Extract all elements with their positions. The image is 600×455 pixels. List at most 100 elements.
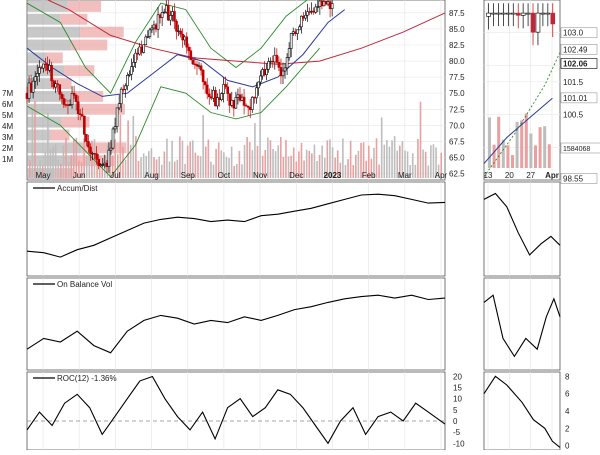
price-callout-label: 102.49 <box>563 45 588 54</box>
candle-body <box>68 104 72 106</box>
volume-bar <box>243 144 246 178</box>
inset-candle-body <box>520 12 526 16</box>
candle-body <box>105 162 109 167</box>
candle-body <box>58 84 62 95</box>
volume-bar <box>150 148 153 178</box>
volume-tick-label: 6M <box>2 100 13 109</box>
volume-bar <box>417 138 419 178</box>
volume-bar <box>435 147 437 178</box>
volume-bar <box>432 144 435 178</box>
candle-body <box>113 126 117 130</box>
candle-body <box>291 31 295 34</box>
volume-by-price-bar-red <box>61 116 90 128</box>
volume-by-price-bar-red <box>68 91 104 102</box>
candle-body <box>132 62 135 67</box>
price-tick-label: 72.5 <box>449 105 465 114</box>
candle-body <box>326 1 330 5</box>
candle-body <box>37 67 41 74</box>
candle-body <box>134 52 137 63</box>
inset-candle-body <box>486 12 491 17</box>
candle-body <box>52 80 55 88</box>
candle-body <box>78 113 82 115</box>
inset-volume-bar <box>488 117 491 168</box>
candle-body <box>179 30 182 35</box>
inset-price-tick-label: 101.5 <box>563 78 584 87</box>
volume-by-price-bar-gray <box>27 142 82 154</box>
price-tick-label: 62.5 <box>449 170 465 179</box>
roc-tick-label: 5 <box>453 406 458 415</box>
candle-body <box>40 67 43 69</box>
inset-panel-frame-2 <box>483 277 561 371</box>
volume-bar <box>313 144 316 178</box>
volume-bar <box>111 155 114 178</box>
volume-bar <box>158 156 160 178</box>
volume-tick-label: 3M <box>2 133 13 142</box>
volume-bar <box>230 146 233 178</box>
volume-bar <box>248 142 251 178</box>
volume-by-price-bar-red <box>50 129 70 141</box>
candle-body <box>283 67 287 72</box>
accum-dist-legend-label: Accum/Dist <box>57 184 98 193</box>
inset-x-axis-label: 27 <box>526 171 535 180</box>
candle-body <box>150 27 154 31</box>
volume-bar <box>80 162 83 178</box>
candle-body <box>99 164 103 166</box>
candle-body <box>158 14 162 18</box>
candle-body <box>128 73 131 76</box>
volume-bar <box>57 159 60 178</box>
volume-bar <box>168 161 171 178</box>
volume-bar <box>127 120 129 178</box>
price-tick-label: 65.0 <box>449 154 465 163</box>
volume-by-price-bar-red <box>60 13 88 25</box>
candle-body <box>95 153 98 160</box>
candle-body <box>70 93 74 106</box>
volume-by-price-bar-gray <box>27 39 72 51</box>
volume-bar <box>336 150 339 178</box>
volume-bar <box>411 153 414 178</box>
candle-body <box>261 69 264 77</box>
on-balance-vol-inset-line <box>483 294 561 358</box>
candle-body <box>226 86 229 94</box>
inset-candle-body <box>491 12 496 15</box>
accum-dist-line <box>26 193 446 258</box>
volume-bar <box>303 160 305 178</box>
volume-bar <box>357 150 360 178</box>
candle-body <box>234 97 238 109</box>
volume-by-price-bar-red <box>51 78 72 89</box>
volume-bar <box>298 151 300 178</box>
volume-by-price-bar-red <box>80 26 124 38</box>
volume-bar <box>220 150 223 178</box>
candle-body <box>281 70 285 77</box>
volume-bar <box>383 144 386 178</box>
volume-bar <box>318 154 321 178</box>
price-callout-box <box>560 27 598 39</box>
volume-bar <box>212 164 215 178</box>
volume-tick-label: 4M <box>2 122 13 131</box>
roc-tick-label: 10 <box>453 395 462 404</box>
volume-callout-label: 1584068 <box>563 146 590 153</box>
candle-body <box>330 3 334 9</box>
volume-bar <box>197 155 199 178</box>
volume-bar <box>160 164 163 178</box>
volume-bar <box>378 164 380 178</box>
candle-body <box>205 84 209 95</box>
candle-body <box>126 74 129 87</box>
volume-bar <box>119 114 122 178</box>
candle-body <box>191 59 195 65</box>
volume-bar <box>440 152 443 178</box>
candle-body <box>173 11 176 22</box>
inset-candle-body <box>515 12 521 16</box>
candle-body <box>74 95 78 103</box>
candle-body <box>62 98 66 105</box>
volume-bar <box>388 146 391 178</box>
candle-body <box>287 48 291 58</box>
candle-body <box>212 89 215 99</box>
volume-bar <box>236 163 238 178</box>
volume-bar <box>367 145 370 178</box>
volume-bar <box>269 140 272 178</box>
volume-bar <box>217 142 220 178</box>
x-axis-month-label: Jul <box>110 171 120 180</box>
candle-body <box>248 106 252 110</box>
